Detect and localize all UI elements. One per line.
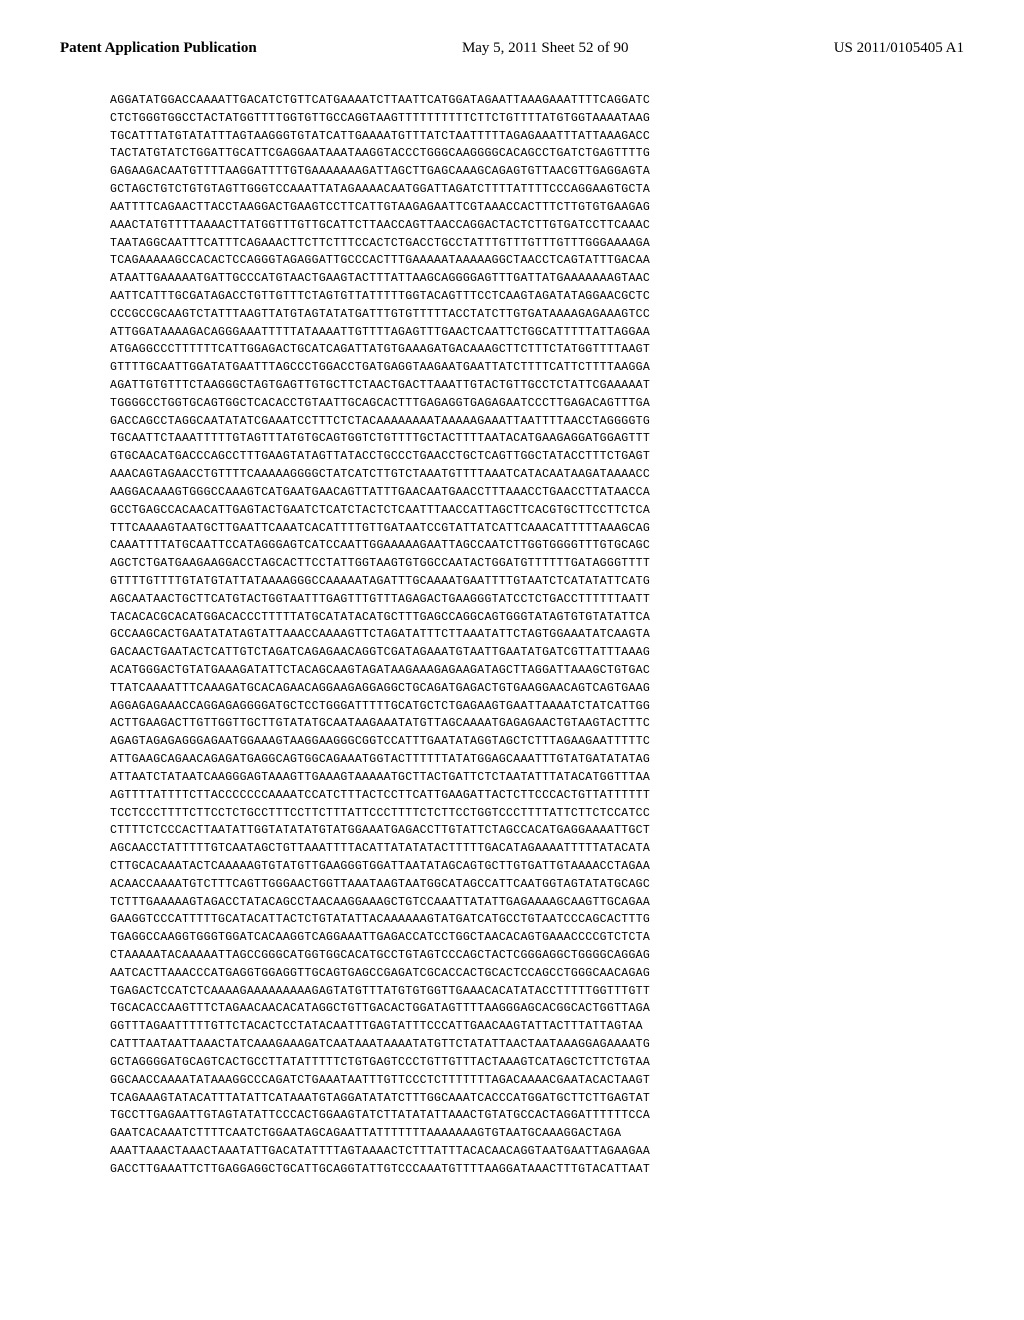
sequence-line: ATTGGATAAAAGACAGGGAAATTTTTATAAAATTGTTTTA… <box>110 324 914 342</box>
sequence-line: TCAGAAAGTATACATTTATATTCATAAATGTAGGATATAT… <box>110 1090 914 1108</box>
document-header: Patent Application Publication May 5, 20… <box>50 40 974 57</box>
sequence-line: GCTAGCTGTCTGTGTAGTTGGGTCCAAATTATAGAAAACA… <box>110 181 914 199</box>
sequence-line: TGCATTTATGTATATTTAGTAAGGGTGTATCATTGAAAAT… <box>110 128 914 146</box>
sequence-line: CTTTTCTCCCACTTAATATTGGTATATATGTATGGAAATG… <box>110 822 914 840</box>
sequence-line: TACTATGTATCTGGATTGCATTCGAGGAATAAATAAGGTA… <box>110 145 914 163</box>
publication-title: Patent Application Publication <box>60 40 257 57</box>
sequence-line: AGCAACCTATTTTTGTCAATAGCTGTTAAATTTTACATTA… <box>110 840 914 858</box>
sequence-line: GAATCACAAATCTTTTCAATCTGGAATAGCAGAATTATTT… <box>110 1125 914 1143</box>
sequence-line: GAGAAGACAATGTTTTAAGGATTTTGTGAAAAAAAGATTA… <box>110 163 914 181</box>
sequence-line: ATAATTGAAAAATGATTGCCCATGTAACTGAAGTACTTTA… <box>110 270 914 288</box>
sequence-line: GCTAGGGGATGCAGTCACTGCCTTATATTTTTCTGTGAGT… <box>110 1054 914 1072</box>
sequence-line: ACTTGAAGACTTGTTGGTTGCTTGTATATGCAATAAGAAA… <box>110 715 914 733</box>
sequence-line: TGGGGCCTGGTGCAGTGGCTCACACCTGTAATTGCAGCAC… <box>110 395 914 413</box>
sequence-line: AGCAATAACTGCTTCATGTACTGGTAATTTGAGTTTGTTT… <box>110 591 914 609</box>
sequence-line: GCCAAGCACTGAATATATAGTATTAAACCAAAAGTTCTAG… <box>110 626 914 644</box>
sequence-line: GACAACTGAATACTCATTGTCTAGATCAGAGAACAGGTCG… <box>110 644 914 662</box>
sequence-line: CTAAAAATACAAAAATTAGCCGGGCATGGTGGCACATGCC… <box>110 947 914 965</box>
sequence-line: AAACTATGTTTTAAAACTTATGGTTTGTTGCATTCTTAAC… <box>110 217 914 235</box>
sequence-line: ATTGAAGCAGAACAGAGATGAGGCAGTGGCAGAAATGGTA… <box>110 751 914 769</box>
sequence-line: CATTTAATAATTAAACTATCAAAGAAAGATCAATAAATAA… <box>110 1036 914 1054</box>
sequence-line: TGCAATTCTAAATTTTTGTAGTTTATGTGCAGTGGTCTGT… <box>110 430 914 448</box>
sequence-line: TCTTTGAAAAAGTAGACCTATACAGCCTAACAAGGAAAGC… <box>110 894 914 912</box>
sequence-line: ATTAATCTATAATCAAGGGAGTAAAGTTGAAAGTAAAAAT… <box>110 769 914 787</box>
sequence-line: TGCACACCAAGTTTCTAGAACAACACATAGGCTGTTGACA… <box>110 1000 914 1018</box>
sequence-line: GACCAGCCTAGGCAATATATCGAAATCCTTTCTCTACAAA… <box>110 413 914 431</box>
sequence-line: CTCTGGGTGGCCTACTATGGTTTTGGTGTTGCCAGGTAAG… <box>110 110 914 128</box>
sequence-line: GGTTTAGAATTTTTGTTCTACACTCCTATACAATTTGAGT… <box>110 1018 914 1036</box>
sequence-line: GCCTGAGCCACAACATTGAGTACTGAATCTCATCTACTCT… <box>110 502 914 520</box>
sequence-line: TGAGGCCAAGGTGGGTGGATCACAAGGTCAGGAAATTGAG… <box>110 929 914 947</box>
dna-sequence-content: AGGATATGGACCAAAATTGACATCTGTTCATGAAAATCTT… <box>50 92 974 1179</box>
page-info: May 5, 2011 Sheet 52 of 90 <box>462 40 629 57</box>
sequence-line: AAATTAAACTAAACTAAATATTGACATATTTTAGTAAAAC… <box>110 1143 914 1161</box>
sequence-line: TTATCAAAATTTCAAAGATGCACAGAACAGGAAGAGGAGG… <box>110 680 914 698</box>
sequence-line: CCCGCCGCAAGTCTATTTAAGTTATGTAGTATATGATTTG… <box>110 306 914 324</box>
sequence-line: GTGCAACATGACCCAGCCTTTGAAGTATAGTTATACCTGC… <box>110 448 914 466</box>
sequence-line: AATTCATTTGCGATAGACCTGTTGTTTCTAGTGTTATTTT… <box>110 288 914 306</box>
sequence-line: GACCTTGAAATTCTTGAGGAGGCTGCATTGCAGGTATTGT… <box>110 1161 914 1179</box>
sequence-line: AGATTGTGTTTCTAAGGGCTAGTGAGTTGTGCTTCTAACT… <box>110 377 914 395</box>
sequence-line: GAAGGTCCCATTTTTGCATACATTACTCTGTATATTACAA… <box>110 911 914 929</box>
sequence-line: AATCACTTAAACCCATGAGGTGGAGGTTGCAGTGAGCCGA… <box>110 965 914 983</box>
publication-number: US 2011/0105405 A1 <box>834 40 964 57</box>
sequence-line: TCCTCCCTTTTCTTCCTCTGCCTTTCCTTCTTTATTCCCT… <box>110 805 914 823</box>
sequence-line: TAATAGGCAATTTCATTTCAGAAACTTCTTCTTTCCACTC… <box>110 235 914 253</box>
sequence-line: TGCCTTGAGAATTGTAGTATATTCCCACTGGAAGTATCTT… <box>110 1107 914 1125</box>
sequence-line: AGGATATGGACCAAAATTGACATCTGTTCATGAAAATCTT… <box>110 92 914 110</box>
sequence-line: TACACACGCACATGGACACCCTTTTTATGCATATACATGC… <box>110 609 914 627</box>
sequence-line: AAACAGTAGAACCTGTTTTCAAAAAGGGGCTATCATCTTG… <box>110 466 914 484</box>
sequence-line: TCAGAAAAAGCCACACTCCAGGGTAGAGGATTGCCCACTT… <box>110 252 914 270</box>
sequence-line: ACAACCAAAATGTCTTTCAGTTGGGAACTGGTTAAATAAG… <box>110 876 914 894</box>
sequence-line: AGAGTAGAGAGGGAGAATGGAAAGTAAGGAAGGGCGGTCC… <box>110 733 914 751</box>
sequence-line: TGAGACTCCATCTCAAAAGAAAAAAAAAGAGTATGTTTAT… <box>110 983 914 1001</box>
sequence-line: ATGAGGCCCTTTTTTCATTGGAGACTGCATCAGATTATGT… <box>110 341 914 359</box>
sequence-line: GTTTTGTTTTGTATGTATTATAAAAGGGCCAAAAATAGAT… <box>110 573 914 591</box>
sequence-line: ACATGGGACTGTATGAAAGATATTCTACAGCAAGTAGATA… <box>110 662 914 680</box>
sequence-line: AATTTTCAGAACTTACCTAAGGACTGAAGTCCTTCATTGT… <box>110 199 914 217</box>
sequence-line: AGCTCTGATGAAGAAGGACCTAGCACTTCCTATTGGTAAG… <box>110 555 914 573</box>
sequence-line: AGTTTTATTTTCTTACCCCCCCAAAATCCATCTTTACTCC… <box>110 787 914 805</box>
sequence-line: CAAATTTTATGCAATTCCATAGGGAGTCATCCAATTGGAA… <box>110 537 914 555</box>
sequence-line: AAGGACAAAGTGGGCCAAAGTCATGAATGAACAGTTATTT… <box>110 484 914 502</box>
sequence-line: GGCAACCAAAATATAAAGGCCCAGATCTGAAATAATTTGT… <box>110 1072 914 1090</box>
sequence-line: TTTCAAAAGTAATGCTTGAATTCAAATCACATTTTGTTGA… <box>110 520 914 538</box>
sequence-line: AGGAGAGAAACCAGGAGAGGGGATGCTCCTGGGATTTTTG… <box>110 698 914 716</box>
sequence-line: GTTTTGCAATTGGATATGAATTTAGCCCTGGACCTGATGA… <box>110 359 914 377</box>
sequence-line: CTTGCACAAATACTCAAAAAGTGTATGTTGAAGGGTGGAT… <box>110 858 914 876</box>
